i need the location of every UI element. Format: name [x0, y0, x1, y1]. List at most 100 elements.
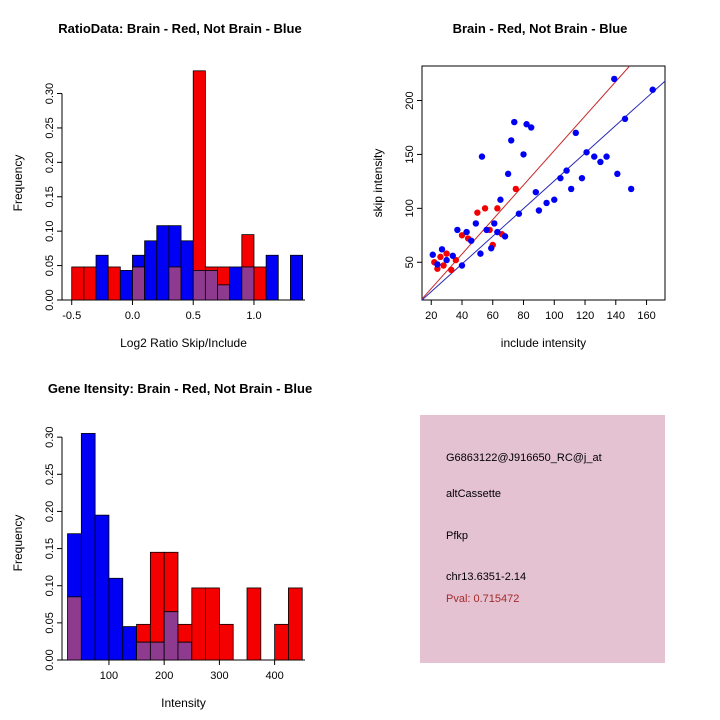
- pval-text: Pval: 0.715472: [446, 593, 520, 605]
- data-point-blue: [449, 252, 456, 259]
- y-tick-label: 0.25: [44, 464, 56, 485]
- gene-intensity-histogram-chart: 100 200 300 400 0.00 0.05 0.10 0.15 0.20 0.25 0.30: [44, 426, 305, 682]
- data-point-blue: [501, 233, 509, 240]
- fit-lines: [421, 65, 666, 301]
- gene-info-box: G6863122@J916650_RC@j_at altCassette Pfk…: [420, 415, 665, 663]
- y-tick-label: 0.30: [44, 426, 56, 447]
- histogram-bar-red: [192, 70, 206, 271]
- data-point-blue: [583, 149, 590, 156]
- data-point-blue: [504, 170, 512, 178]
- data-point-blue: [572, 129, 579, 137]
- data-point-red: [512, 185, 520, 193]
- y-tick-label: 200: [404, 91, 416, 109]
- histogram-bar-blue: [95, 254, 109, 301]
- data-point-blue: [621, 115, 629, 123]
- histogram-bar-red: [136, 623, 151, 643]
- y-tick-label: 0.10: [44, 220, 56, 241]
- data-point-blue: [520, 151, 527, 158]
- y-tick-label: 0.00: [44, 289, 56, 310]
- ratio-histogram-chart: -0.5 0.0 0.5 1.0 0.00 0.05 0.10 0.15 0.20 0.25 0.3…: [44, 70, 305, 322]
- histogram-bar-red: [191, 587, 206, 661]
- histogram-bar-blue: [108, 577, 124, 661]
- histogram-bar-overlap: [163, 611, 179, 661]
- histogram-bar-red: [83, 266, 97, 301]
- x-tick-label: 300: [210, 670, 228, 682]
- x-tick-label: 0.5: [186, 310, 201, 322]
- x-tick-label: 100: [100, 670, 118, 682]
- genomic-location: chr13.6351-2.14: [446, 571, 527, 583]
- scatter-ylabel: skip intensity: [371, 148, 385, 218]
- histogram-bar-blue: [265, 254, 279, 301]
- probe-id: G6863122@J916650_RC@j_at: [446, 452, 602, 464]
- y-tick-label: 0.30: [44, 83, 56, 104]
- histogram-bar-overlap: [168, 266, 182, 301]
- data-point-blue: [523, 121, 530, 128]
- histogram-bar-blue: [229, 266, 243, 301]
- panel-intensity-scatter: Brain - Red, Not Brain - Blue 20 40 60 80 10…: [360, 0, 720, 360]
- histogram-bar-blue: [132, 254, 146, 268]
- data-point-blue: [454, 226, 461, 234]
- data-point-blue: [627, 185, 635, 193]
- data-point-red: [437, 253, 444, 261]
- histogram-bar-overlap: [149, 641, 165, 661]
- histogram-bar-blue: [67, 533, 82, 598]
- data-point-blue: [443, 256, 450, 264]
- y-tick-label: 0.05: [44, 255, 56, 276]
- splice-event-type: altCassette: [446, 488, 502, 500]
- histogram-bar-overlap: [177, 641, 193, 661]
- histogram-bar-red: [177, 623, 193, 643]
- gene-hist-title: Gene Itensity: Brain - Red, Not Brain - …: [47, 381, 313, 396]
- scatter-xlabel: include intensity: [500, 336, 587, 350]
- x-tick-label: 400: [265, 670, 283, 682]
- data-point-blue: [543, 199, 550, 207]
- histogram-bar-overlap: [132, 266, 146, 301]
- y-tick-label: 0.25: [44, 117, 56, 138]
- data-point-blue: [603, 153, 610, 160]
- data-point-blue: [508, 137, 515, 144]
- gene-symbol: Pfkp: [446, 530, 469, 542]
- data-point-blue: [434, 261, 441, 268]
- data-point-red: [443, 250, 450, 257]
- histogram-bar-overlap: [217, 284, 231, 301]
- panel-gene-info: G6863122@J916650_RC@j_at altCassette Pfk…: [360, 360, 720, 720]
- ratio-hist-xlabel: Log2 Ratio Skip/Include: [120, 336, 247, 350]
- data-point-blue: [611, 75, 618, 83]
- data-point-blue: [472, 220, 480, 227]
- histogram-bar-red: [274, 623, 289, 661]
- histogram-bar-red: [205, 587, 220, 661]
- histogram-bars: [71, 70, 303, 301]
- data-point-blue: [478, 153, 486, 160]
- data-point-red: [440, 262, 447, 269]
- histogram-bar-blue: [156, 225, 170, 301]
- data-point-blue: [429, 251, 436, 258]
- axes: -0.5 0.0 0.5 1.0 0.00 0.05 0.10 0.15 0.20 0.25 0.3…: [44, 83, 305, 322]
- y-tick-label: 50: [404, 256, 416, 268]
- ratio-hist-ylabel: Frequency: [11, 154, 25, 212]
- histogram-bar-red: [204, 266, 218, 271]
- data-point-blue: [649, 86, 656, 93]
- y-tick-label: 0.15: [44, 538, 56, 559]
- x-tick-label: 160: [637, 310, 655, 322]
- data-point-red: [494, 205, 501, 212]
- data-point-red: [448, 266, 455, 274]
- x-tick-label: 20: [425, 310, 437, 322]
- panel-ratio-histogram: RatioData: Brain - Red, Not Brain - Blue…: [0, 0, 360, 360]
- histogram-bar-red: [241, 234, 255, 268]
- data-point-red: [474, 209, 481, 216]
- histogram-bar-overlap: [192, 270, 206, 301]
- y-tick-label: 0.20: [44, 152, 56, 173]
- histogram-bar-blue: [122, 626, 137, 661]
- x-tick-label: -0.5: [62, 310, 81, 322]
- histogram-bar-red: [218, 623, 234, 661]
- x-tick-label: 200: [155, 670, 173, 682]
- y-tick-label: 0.00: [44, 649, 56, 670]
- histogram-bar-blue: [119, 270, 133, 301]
- histogram-bar-overlap: [136, 641, 151, 661]
- data-point-blue: [483, 226, 490, 234]
- brain-fit-line: [421, 65, 630, 300]
- y-tick-label: 100: [404, 199, 416, 217]
- ratio-hist-title: RatioData: Brain - Red, Not Brain - Blue: [58, 21, 302, 36]
- histogram-bar-red: [246, 587, 262, 661]
- x-tick-label: 120: [576, 310, 594, 322]
- x-tick-label: 0.0: [125, 310, 140, 322]
